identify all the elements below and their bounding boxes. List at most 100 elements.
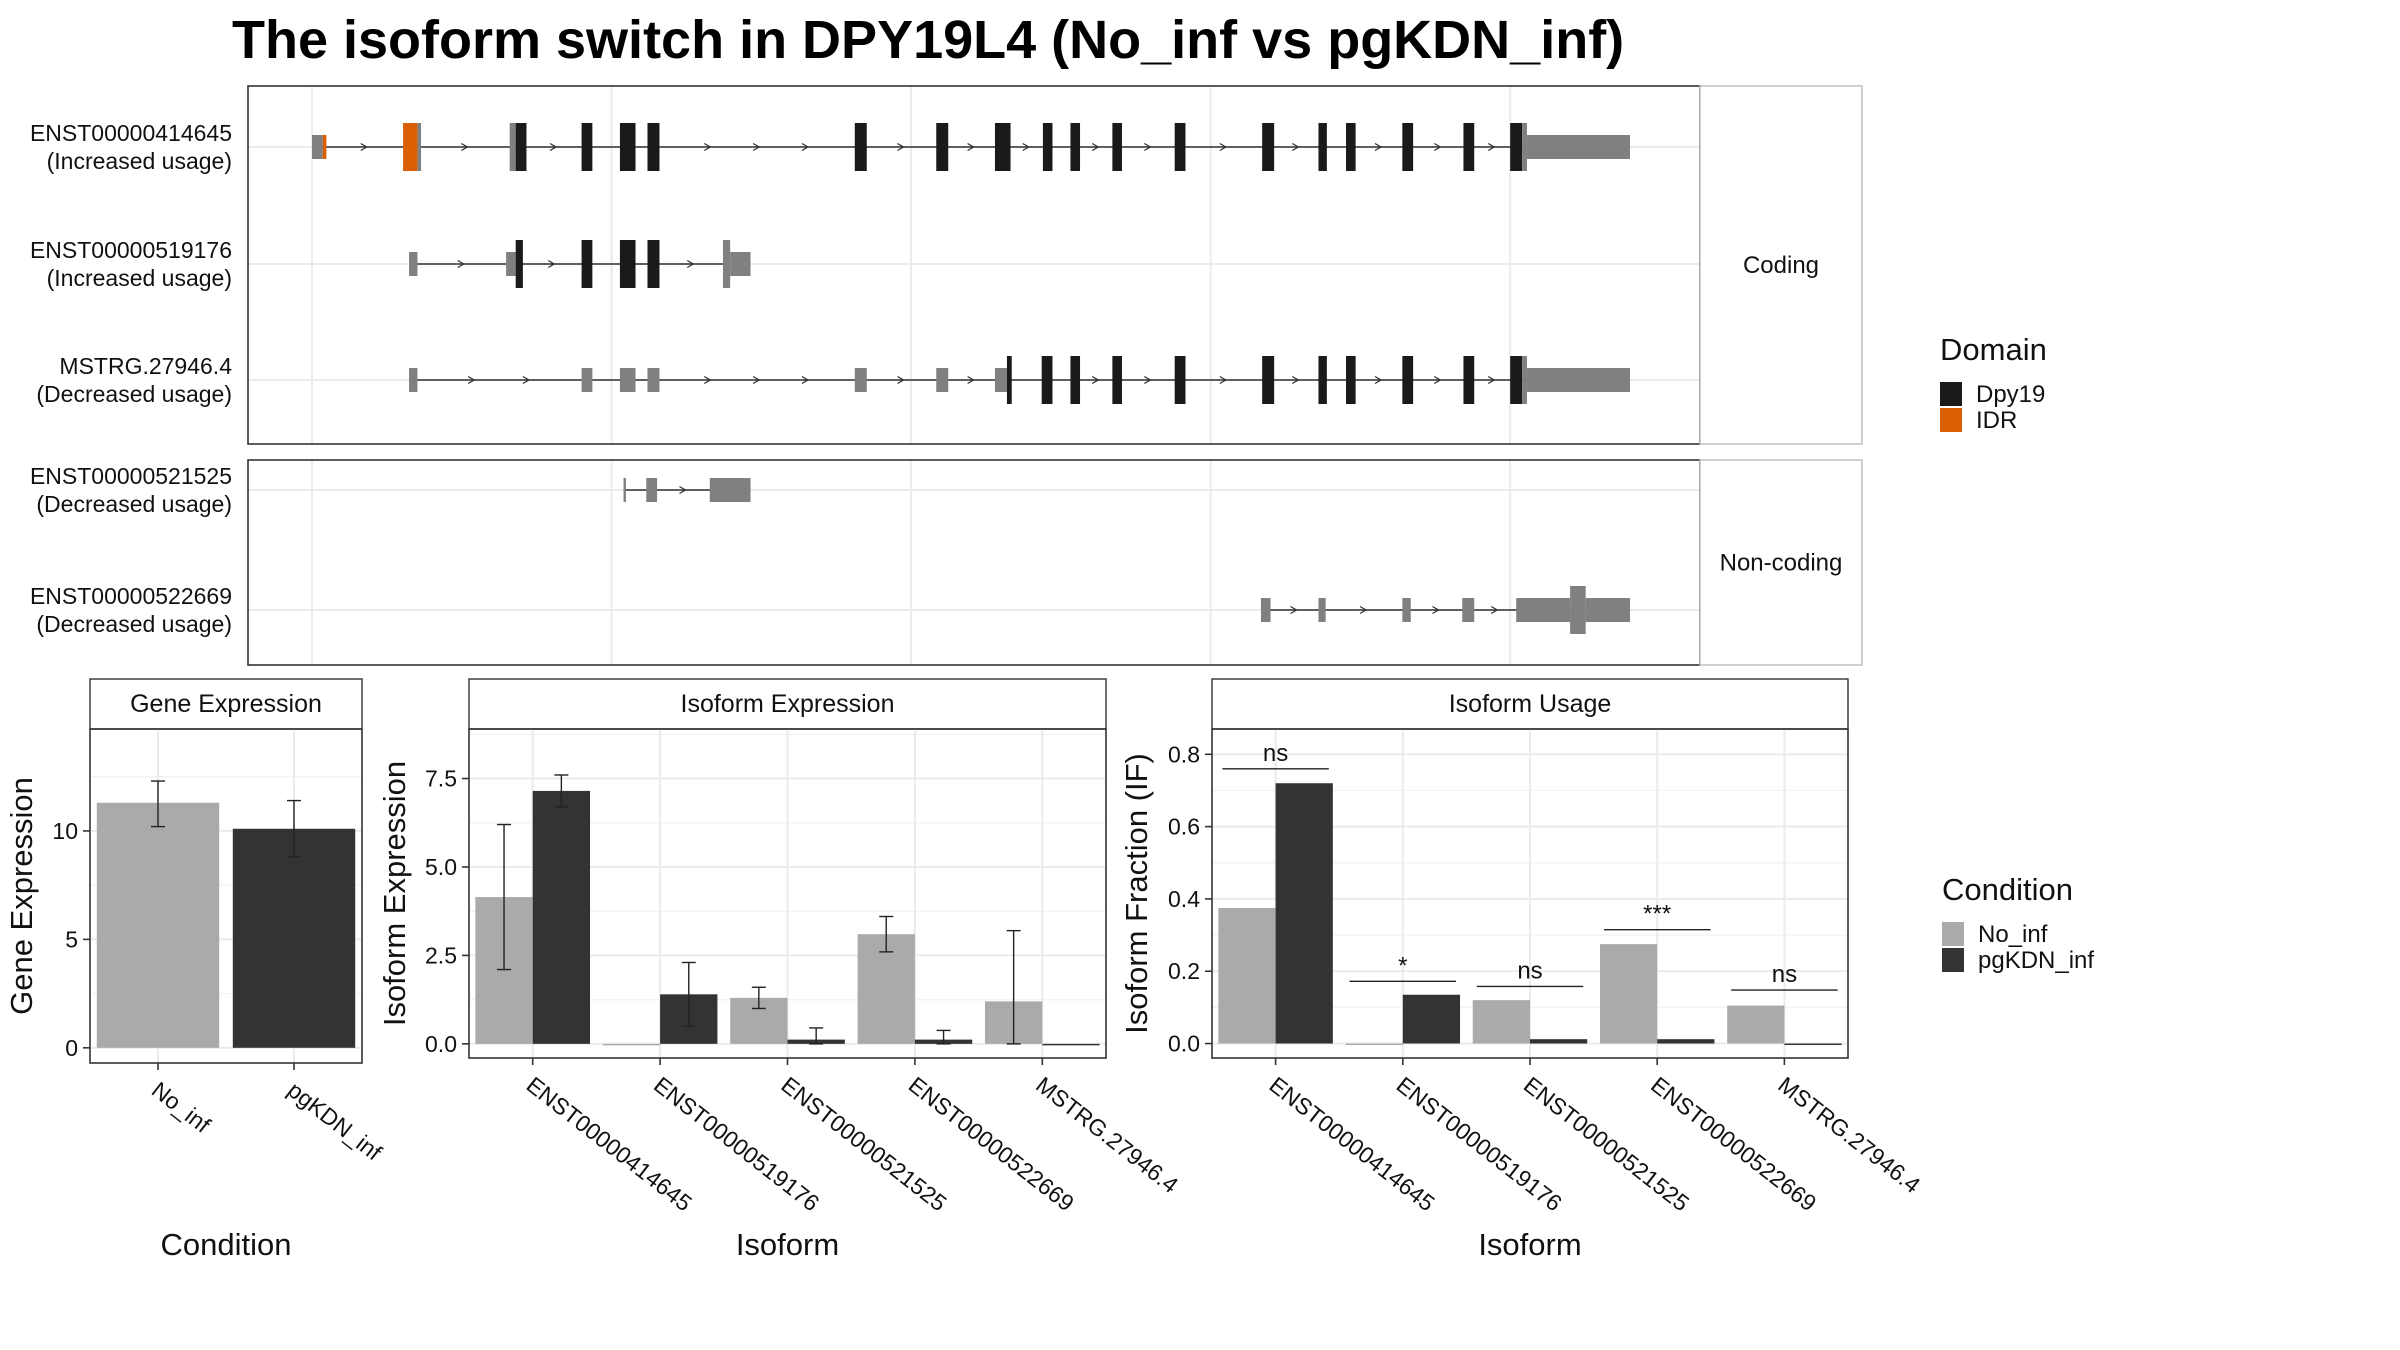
x-axis-title: Isoform (736, 1227, 839, 1262)
exon-block (1463, 356, 1475, 404)
intron-direction-arrow (360, 142, 369, 152)
exon-block (403, 123, 418, 171)
exon-block (1526, 368, 1630, 392)
exon-block (1318, 356, 1327, 404)
exon-block (647, 123, 660, 171)
exon-block (1006, 356, 1012, 404)
intron-direction-arrow (1490, 605, 1499, 615)
y-tick-label: 0.0 (1168, 1031, 1200, 1057)
bar (1275, 783, 1333, 1044)
legend-swatch (1940, 408, 1962, 432)
exon-block (646, 478, 658, 502)
exon-block (509, 123, 516, 171)
intron-direction-arrow (1290, 605, 1298, 615)
chart-strip (89, 678, 363, 730)
intron-direction-arrow (1374, 142, 1383, 152)
isoform-usage-note: (Decreased usage) (36, 491, 232, 517)
intron-direction-arrow (1359, 605, 1368, 615)
intron-direction-arrow (1487, 375, 1496, 385)
exon-block (1570, 586, 1586, 634)
exon-block (1526, 135, 1630, 159)
exon-block (1174, 356, 1186, 404)
exon-block (936, 368, 949, 392)
exon-block (1516, 598, 1571, 622)
intron-direction-arrow (752, 142, 761, 152)
x-tick-label: No_inf (147, 1076, 216, 1138)
exon-block (581, 240, 593, 288)
facet-strip-label: Coding (1743, 252, 1819, 279)
y-tick-label: 0 (65, 1035, 78, 1061)
intron-direction-arrow (752, 375, 761, 385)
intron-direction-arrow (457, 259, 466, 269)
isoform-id-label: ENST00000522669 (30, 583, 232, 609)
intron-direction-arrow (1219, 142, 1228, 152)
exon-block (1510, 123, 1523, 171)
isoform-structure-plot: ENST00000414645(Increased usage) ENST0000… (30, 85, 1863, 666)
x-axis-title: Condition (161, 1227, 292, 1262)
figure-title: The isoform switch in DPY19L4 (No_inf vs… (232, 10, 1624, 70)
legend-item-label: Dpy19 (1976, 381, 2045, 408)
y-tick-label: 2.5 (425, 942, 457, 968)
y-tick-label: 0.8 (1168, 741, 1200, 767)
isoform-usage-note: (Increased usage) (47, 148, 232, 174)
intron-direction-arrow (1091, 375, 1100, 385)
intron-direction-arrow (703, 142, 712, 152)
intron-direction-arrow (549, 142, 558, 152)
intron-direction-arrow (897, 375, 905, 385)
legend-item-label: No_inf (1978, 921, 2048, 948)
y-axis-title: Isoform Fraction (IF) (1119, 753, 1154, 1034)
y-tick-label: 5 (65, 926, 78, 952)
exon-block (619, 240, 636, 288)
isoform-id-label: ENST00000414645 (30, 120, 232, 146)
bar (532, 790, 591, 1044)
exon-block (515, 123, 527, 171)
exon-block (409, 252, 418, 276)
exon-block (1462, 598, 1475, 622)
isoform-expression-chart: Isoform Expression0.02.55.07.5ENST000004… (377, 678, 1183, 1262)
bar (1472, 1000, 1530, 1044)
y-tick-label: 5.0 (425, 854, 457, 880)
exon-block (1112, 123, 1122, 171)
chart-frame (89, 728, 363, 1064)
intron-direction-arrow (801, 142, 810, 152)
intron-direction-arrow (1291, 142, 1300, 152)
bar (1402, 994, 1461, 1044)
exon-block (1318, 598, 1326, 622)
intron-direction-arrow (897, 142, 905, 152)
intron-direction-arrow (1144, 142, 1152, 152)
chart-panel-title: Gene Expression (130, 690, 322, 718)
significance-label: ns (1517, 957, 1542, 984)
y-tick-label: 7.5 (425, 766, 457, 792)
structure-panel-bg (248, 460, 1700, 665)
bar (232, 828, 356, 1048)
exon-block (322, 135, 327, 159)
significance-label: ns (1263, 740, 1288, 767)
bar (1218, 907, 1276, 1044)
exon-block (1522, 123, 1527, 171)
y-tick-label: 0.6 (1168, 814, 1200, 840)
isoform-id-label: ENST00000521525 (30, 463, 232, 489)
significance-label: * (1398, 952, 1407, 979)
exon-block (722, 240, 731, 288)
exon-block (1070, 356, 1081, 404)
intron-direction-arrow (461, 142, 469, 152)
intron-direction-arrow (522, 375, 531, 385)
exon-block (647, 368, 660, 392)
bar (1345, 1043, 1403, 1046)
bar (1727, 1005, 1785, 1044)
exon-block (1510, 356, 1523, 404)
isoform-id-label: ENST00000519176 (30, 237, 232, 263)
bar (1599, 944, 1658, 1044)
exon-block (1522, 356, 1527, 404)
exon-block (1346, 123, 1356, 171)
y-axis-title: Gene Expression (4, 777, 39, 1015)
intron-direction-arrow (1487, 142, 1496, 152)
legend-item-label: IDR (1976, 407, 2017, 434)
x-tick-label: pgKDN_inf (283, 1076, 387, 1165)
exon-block (506, 252, 516, 276)
exon-block (1174, 123, 1186, 171)
significance-label: *** (1643, 901, 1671, 928)
exon-block (854, 123, 867, 171)
